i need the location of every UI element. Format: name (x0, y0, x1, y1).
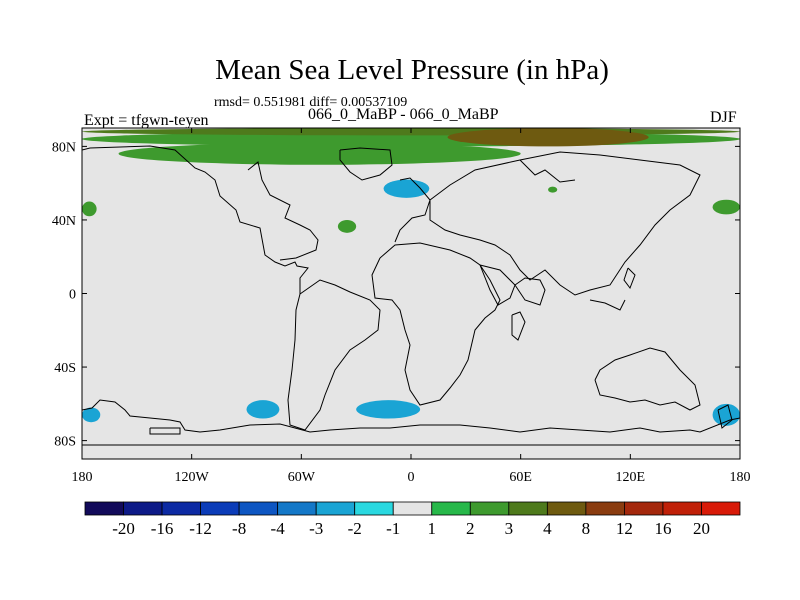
colorbar-label-14: 16 (654, 519, 671, 538)
anomaly-region-3 (118, 142, 521, 165)
anomaly-region-8 (712, 403, 740, 426)
colorbar-swatch-11 (508, 501, 548, 516)
x-tick-label-4: 60E (509, 470, 532, 485)
anomaly-region-10 (337, 219, 357, 233)
x-tick-label-0: 180 (72, 470, 93, 485)
colorbar-swatch-2 (161, 501, 201, 516)
y-tick-label-0: 80N (52, 140, 76, 155)
season-label: DJF (710, 109, 737, 126)
colorbar-swatch-9 (431, 501, 471, 516)
colorbar-swatch-6 (315, 501, 356, 516)
colorbar-swatch-0 (84, 501, 124, 516)
coastlines (82, 145, 740, 446)
colorbar-label-8: 1 (428, 519, 437, 538)
subtitle: 066_0_MaBP - 066_0_MaBP (308, 106, 499, 123)
colorbar-label-13: 12 (616, 519, 633, 538)
x-tick-label-5: 120E (616, 470, 646, 485)
stats-text: rmsd= 0.551981 diff= 0.00537109 (214, 95, 408, 110)
colorbar-label-9: 2 (466, 519, 475, 538)
colorbar-label-0: -20 (112, 519, 135, 538)
colorbar-label-2: -12 (189, 519, 212, 538)
colorbar-label-11: 4 (543, 519, 552, 538)
colorbar-label-4: -4 (271, 519, 286, 538)
colorbar-swatch-13 (585, 501, 625, 516)
y-tick-label-1: 40N (52, 214, 76, 229)
chart-title: Mean Sea Level Pressure (in hPa) (215, 54, 609, 86)
colorbar-label-12: 8 (582, 519, 591, 538)
colorbar-swatch-15 (662, 501, 702, 516)
x-tick-label-6: 180 (730, 470, 751, 485)
anomaly-region-2 (447, 128, 649, 147)
x-tick-label-1: 120W (175, 470, 210, 485)
colorbar-swatch-10 (469, 501, 510, 516)
colorbar-swatch-3 (200, 501, 240, 516)
colorbar-label-7: -1 (386, 519, 400, 538)
colorbar-swatch-14 (624, 501, 664, 516)
colorbar-swatch-7 (354, 501, 394, 516)
colorbar-swatch-8 (392, 501, 433, 516)
anomaly-region-12 (548, 186, 558, 193)
x-tick-label-2: 60W (288, 470, 316, 485)
colorbar-swatch-4 (238, 501, 279, 516)
colorbar-swatch-12 (546, 501, 587, 516)
anomaly-region-4 (383, 179, 430, 198)
y-tick-label-3: 40S (54, 361, 76, 376)
colorbar-swatch-16 (701, 501, 741, 516)
anomaly-region-9 (82, 201, 97, 217)
colorbar-swatch-5 (277, 501, 317, 516)
colorbar-label-5: -3 (309, 519, 323, 538)
anomaly-region-6 (246, 400, 280, 419)
y-tick-label-2: 0 (69, 288, 76, 303)
y-tick-label-4: 80S (54, 435, 76, 450)
colorbar-label-3: -8 (232, 519, 246, 538)
colorbar-swatch-1 (123, 501, 163, 516)
colorbar-label-1: -16 (151, 519, 174, 538)
anomaly-region-5 (82, 407, 101, 423)
anomaly-region-7 (356, 400, 421, 419)
x-tick-label-3: 0 (408, 470, 415, 485)
experiment-label: Expt = tfgwn-teyen (84, 112, 209, 129)
colorbar-label-6: -2 (348, 519, 362, 538)
colorbar-label-15: 20 (693, 519, 710, 538)
anomaly-region-11 (712, 199, 740, 215)
colorbar-label-10: 3 (505, 519, 514, 538)
